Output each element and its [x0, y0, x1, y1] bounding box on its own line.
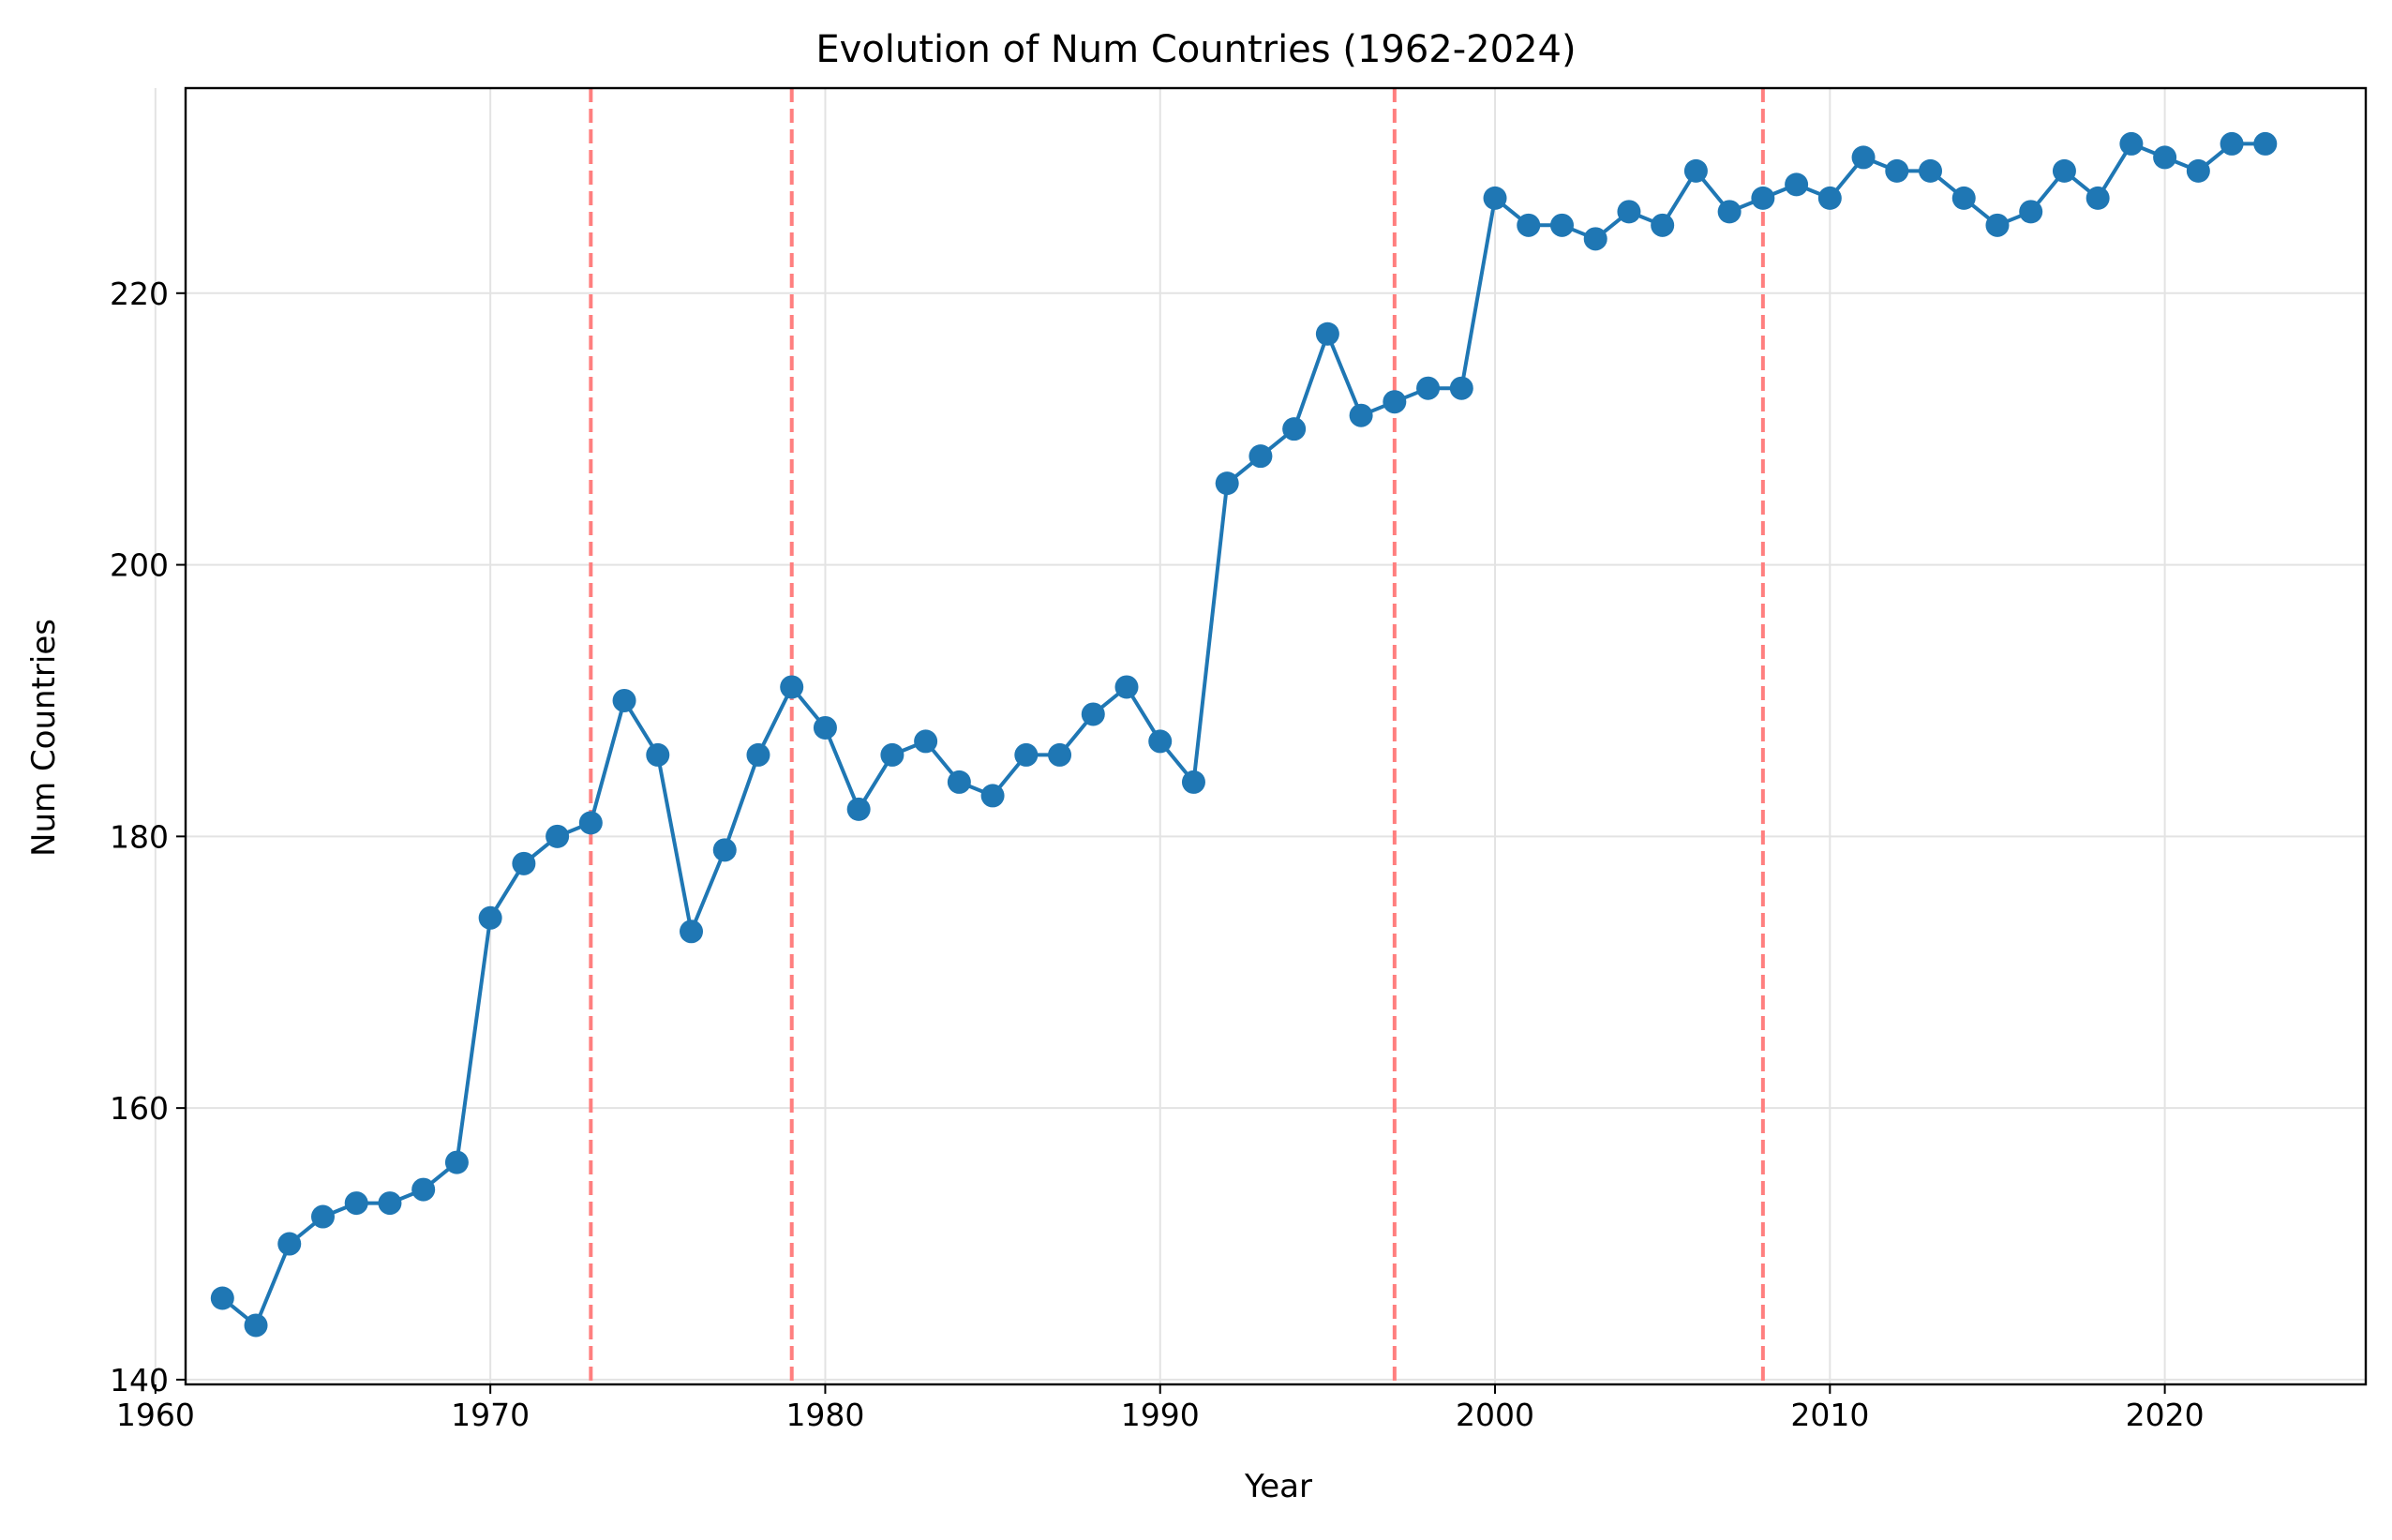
data-point	[1919, 158, 1943, 183]
data-point	[1081, 702, 1105, 726]
x-tick-label: 1980	[785, 1397, 864, 1433]
chart-title: Evolution of Num Countries (1962-2024)	[815, 28, 1576, 71]
data-point	[780, 675, 804, 699]
y-tick-label: 180	[110, 818, 169, 855]
data-point	[1617, 200, 1641, 224]
data-point	[2119, 131, 2144, 156]
reference-lines	[589, 88, 1765, 1384]
data-point	[478, 905, 502, 930]
data-point	[1751, 186, 1775, 210]
data-point	[1248, 444, 1273, 469]
data-point	[1148, 729, 1173, 754]
data-point	[444, 1150, 469, 1174]
data-point	[880, 742, 904, 767]
x-tick-label: 2010	[1790, 1397, 1869, 1433]
data-point	[1817, 186, 1842, 210]
data-point	[244, 1313, 268, 1338]
x-axis-label: Year	[1244, 1468, 1312, 1505]
data-point	[1383, 390, 1407, 414]
data-point	[1114, 675, 1139, 699]
data-point	[411, 1177, 436, 1202]
data-point	[512, 851, 536, 875]
data-point	[1651, 213, 1675, 237]
y-tick-label: 140	[110, 1362, 169, 1398]
data-point	[1048, 742, 1072, 767]
data-point	[344, 1191, 368, 1216]
data-point	[1583, 227, 1607, 251]
series	[210, 131, 2278, 1338]
data-point	[980, 784, 1005, 808]
data-point	[1985, 213, 2010, 237]
data-point	[1449, 376, 1473, 400]
data-point	[1416, 376, 1441, 400]
data-point	[1014, 742, 1039, 767]
data-point	[1483, 186, 1507, 210]
data-point	[1549, 213, 1574, 237]
data-point	[746, 742, 770, 767]
data-point	[813, 715, 837, 740]
x-tick-label: 2000	[1456, 1397, 1534, 1433]
data-point	[1282, 417, 1307, 441]
data-point	[2153, 145, 2177, 170]
x-tick-label: 1990	[1121, 1397, 1200, 1433]
data-point	[1717, 200, 1742, 224]
data-point	[680, 920, 704, 944]
y-tick-label: 220	[110, 276, 169, 312]
data-point	[546, 824, 570, 848]
data-point	[612, 688, 636, 712]
data-point	[578, 811, 603, 835]
data-point	[2086, 186, 2110, 210]
x-tick-label: 1970	[451, 1397, 530, 1433]
data-point	[914, 729, 938, 754]
data-point	[2220, 131, 2244, 156]
data-point	[1951, 186, 1976, 210]
data-point	[2019, 200, 2043, 224]
x-tick-label: 1960	[116, 1397, 195, 1433]
data-point	[1181, 770, 1205, 794]
data-point	[1851, 145, 1876, 170]
data-point	[1683, 158, 1708, 183]
x-tick-label: 2020	[2126, 1397, 2205, 1433]
data-point	[1517, 213, 1541, 237]
data-point	[947, 770, 971, 794]
y-tick-label: 160	[110, 1090, 169, 1127]
data-point	[1785, 172, 1809, 197]
y-axis-label: Num Countries	[25, 619, 63, 857]
data-point	[846, 797, 871, 821]
plot-frame	[184, 86, 2368, 1386]
data-point	[1315, 321, 1339, 346]
data-point	[646, 742, 670, 767]
data-point	[2052, 158, 2076, 183]
data-point	[2253, 131, 2278, 156]
ticks: 1960 1970 1980 1990 2000 2010 2020 140 160 180 200…	[110, 276, 2205, 1433]
data-point	[277, 1232, 302, 1256]
data-point	[712, 838, 737, 862]
data-point	[1349, 403, 1373, 427]
data-point	[1885, 158, 1909, 183]
data-point	[210, 1286, 234, 1310]
data-point	[378, 1191, 402, 1216]
data-point	[1215, 471, 1239, 496]
data-point	[310, 1204, 335, 1229]
data-point	[2186, 158, 2210, 183]
y-tick-label: 200	[110, 547, 169, 584]
